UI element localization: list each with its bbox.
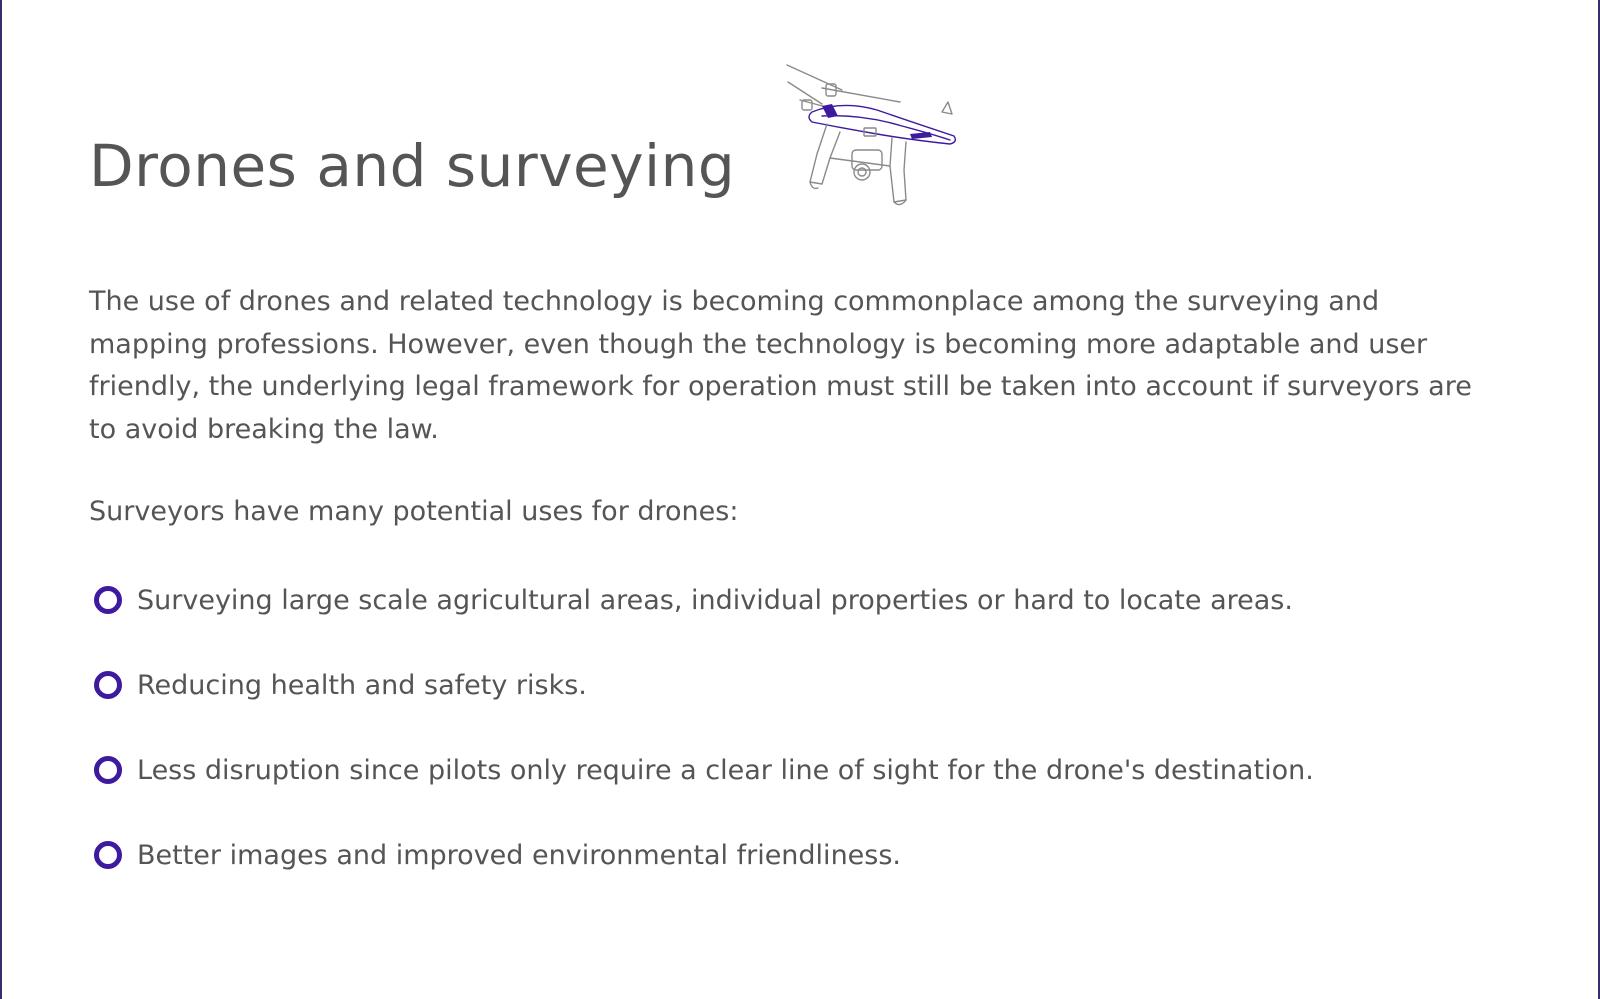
list-item-text: Less disruption since pilots only requir…: [137, 754, 1314, 786]
ring-bullet-icon: [94, 586, 122, 614]
list-item: Reducing health and safety risks.: [94, 667, 1314, 703]
uses-heading: Surveyors have many potential uses for d…: [89, 496, 739, 527]
list-item-text: Surveying large scale agricultural areas…: [137, 584, 1293, 616]
list-item-text: Better images and improved environmental…: [137, 839, 902, 871]
list-item-text: Reducing health and safety risks.: [137, 669, 587, 701]
intro-paragraph: The use of drones and related technology…: [89, 286, 1472, 445]
slide-title: Drones and surveying: [89, 132, 736, 200]
list-item: Less disruption since pilots only requir…: [94, 752, 1314, 788]
list-item: Surveying large scale agricultural areas…: [94, 582, 1314, 618]
ring-bullet-icon: [94, 841, 122, 869]
list-item: Better images and improved environmental…: [94, 837, 1314, 873]
ring-bullet-icon: [94, 671, 122, 699]
ring-bullet-icon: [94, 756, 122, 784]
uses-list: Surveying large scale agricultural areas…: [94, 582, 1314, 922]
drone-icon: [786, 64, 957, 206]
